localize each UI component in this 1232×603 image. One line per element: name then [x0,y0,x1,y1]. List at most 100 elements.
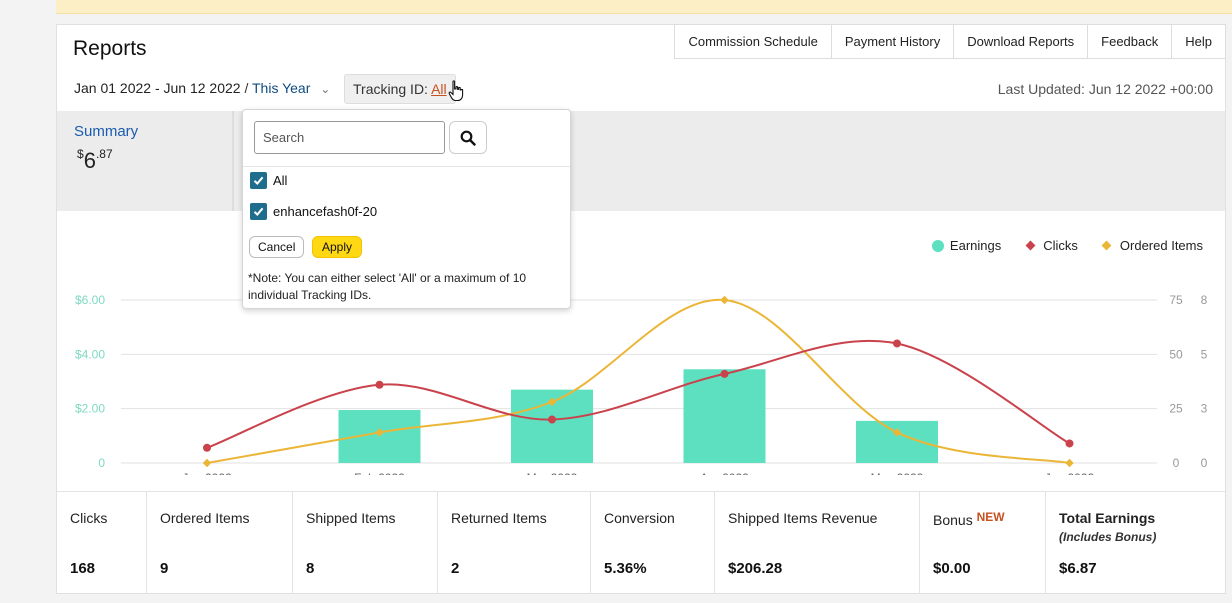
legend-earnings-label: Earnings [949,238,1002,253]
option-tracking-id[interactable]: enhancefash0f-20 [250,203,377,220]
summary-band: Summary $6.87 [57,111,1225,211]
download-reports-link[interactable]: Download Reports [954,24,1089,59]
stat-total-earnings: Total Earnings (Includes Bonus) $6.87 [1046,492,1225,594]
earnings-bar [856,420,938,463]
option-all[interactable]: All [250,172,287,189]
earnings-bar [683,369,766,463]
stat-clicks-label: Clicks [70,510,108,526]
ordered-items-point [202,458,212,468]
stat-returned-items-label: Returned Items [451,510,547,526]
cancel-button[interactable]: Cancel [249,236,305,258]
search-icon [460,130,476,146]
clicks-point [893,339,901,348]
checkmark-icon [253,207,264,216]
legend-ordered-items[interactable]: Ordered Items [1100,238,1203,253]
x-axis-tick-label: May 2022 [871,471,924,475]
top-nav: Commission Schedule Payment History Down… [674,24,1226,59]
help-link[interactable]: Help [1172,24,1226,59]
tracking-id-value[interactable]: All [431,81,447,97]
x-axis-tick-label: Apr 2022 [700,471,749,475]
clicks-point [375,380,384,389]
tracking-id-button[interactable]: Tracking ID: All [344,74,456,104]
checkbox-tracking-id[interactable] [250,203,267,220]
right-axis-clicks-tick-label: 50 [1169,347,1183,361]
option-all-label: All [273,173,288,188]
right-axis-clicks-tick-label: 75 [1169,293,1183,307]
stat-total-earnings-label: Total Earnings [1059,510,1156,526]
option-tracking-id-label: enhancefash0f-20 [273,204,378,219]
stat-bonus: Bonus NEW $0.00 [920,492,1046,594]
ordered-items-point [720,295,729,305]
currency-symbol: $ [77,147,84,161]
chevron-down-icon[interactable]: ⌄ [320,82,331,96]
stat-total-earnings-sub: (Includes Bonus) [1059,530,1157,544]
summary-tab[interactable]: Summary [74,123,139,140]
stats-row: Clicks 168 Ordered Items 9 Shipped Items… [57,491,1225,594]
summary-value-cents: .87 [95,147,113,161]
stat-bonus-label: Bonus NEW [933,510,1045,528]
clicks-line [206,339,1071,449]
legend-ordered-items-label: Ordered Items [1119,238,1203,253]
x-axis-tick-label: Jan 2022 [182,471,232,475]
ordered-items-point [547,397,557,407]
date-range-row: Jan 01 2022 - Jun 12 2022 / This Year ⌄ [74,80,330,96]
checkmark-icon [253,176,264,185]
stat-ordered-items-label: Ordered Items [160,510,250,526]
tracking-search-input[interactable] [254,121,445,154]
summary-value-whole: 6 [83,148,96,173]
stat-shipped-items: Shipped Items 8 [293,492,438,594]
right-axis-ordered-items-tick-label: 3 [1201,402,1208,416]
stat-conversion: Conversion 5.36% [591,492,715,594]
tracking-id-dropdown: All enhancefash0f-20 Cancel Apply *Note:… [242,109,571,309]
stat-clicks-value: 168 [70,560,96,577]
right-axis-ordered-items-tick-label: 8 [1201,293,1208,307]
checkbox-all[interactable] [250,172,267,189]
date-separator: / [244,80,249,96]
apply-button[interactable]: Apply [312,236,363,258]
payment-history-link[interactable]: Payment History [831,24,955,59]
legend-clicks-label: Clicks [1043,238,1078,253]
x-axis-tick-label: Feb 2022 [354,471,405,475]
summary-divider [232,111,234,211]
x-axis-tick-label: Jun 2022 [1045,471,1095,475]
dropdown-note: *Note: You can either select 'All' or a … [248,271,527,302]
dropdown-divider [243,166,570,167]
stat-shipped-items-label: Shipped Items [306,510,396,526]
earnings-chart: 0 0 0 $2.00 25 3 $4.00 50 5 $6.00 75 8 Jan 2022 Feb 2… [75,293,1208,475]
date-range: Jan 01 2022 - Jun 12 2022 [74,80,241,96]
stat-conversion-value: 5.36% [604,560,647,577]
notification-banner [56,0,1232,14]
clicks-point [1065,439,1074,448]
stat-bonus-value: $0.00 [933,560,971,577]
ordered-items-point [892,428,902,437]
x-axis-tick-label: Mar 2022 [527,471,578,475]
right-axis-clicks-tick-label: 25 [1169,402,1183,416]
commission-schedule-link[interactable]: Commission Schedule [674,24,832,59]
stat-shipped-revenue-value: $206.28 [728,560,783,577]
page-title: Reports [73,37,147,60]
left-axis-tick-label: $4.00 [75,347,105,361]
hand-cursor-icon [448,80,464,102]
right-axis-ordered-items-tick-label: 0 [1201,456,1208,470]
clicks-point [203,443,211,452]
earnings-dot-icon [931,239,944,252]
ordered-items-line-icon [1100,240,1114,252]
chart-legend: Earnings Clicks Ordered Items [931,238,1203,253]
stat-returned-items: Returned Items 2 [438,492,591,594]
clicks-point [720,369,729,378]
legend-earnings[interactable]: Earnings [931,238,1002,253]
last-updated: Last Updated: Jun 12 2022 +00:00 [997,81,1213,97]
stat-bonus-text: Bonus [933,512,973,528]
clicks-point [548,415,556,424]
period-selector[interactable]: This Year [252,80,311,96]
right-axis-ordered-items-tick-label: 5 [1201,347,1208,361]
stat-ordered-items: Ordered Items 9 [147,492,293,594]
ordered-items-point [375,428,384,437]
left-axis-tick-label: $6.00 [75,293,105,307]
stat-shipped-items-value: 8 [306,560,315,577]
stat-shipped-revenue-label: Shipped Items Revenue [728,510,878,526]
legend-clicks[interactable]: Clicks [1023,238,1078,253]
tracking-id-label: Tracking ID: [353,81,428,97]
search-button[interactable] [449,121,487,154]
feedback-link[interactable]: Feedback [1088,24,1173,59]
